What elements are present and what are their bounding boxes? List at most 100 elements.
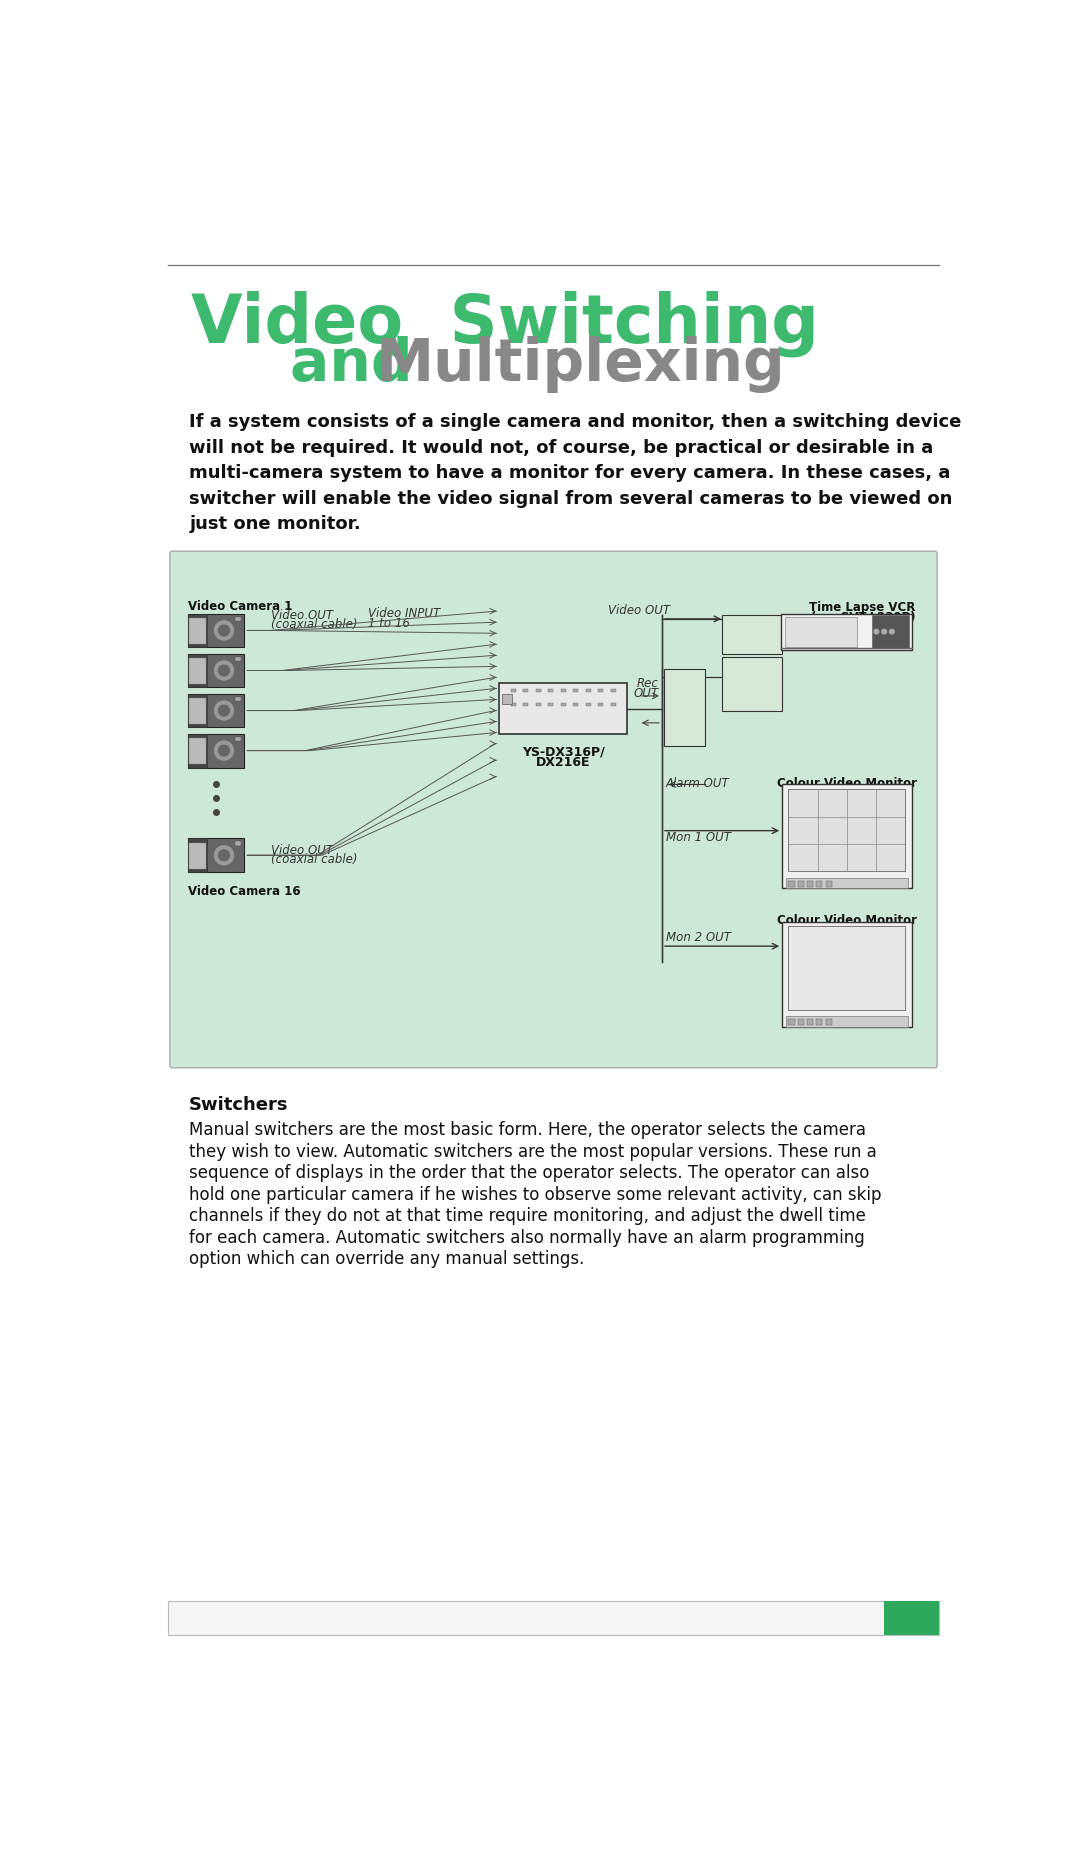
Bar [663,669,704,747]
Circle shape [218,745,229,756]
Bar [573,702,578,706]
Text: (ex. SSM-20N5E): (ex. SSM-20N5E) [792,788,902,800]
Text: they wish to view. Automatic switchers are the most popular versions. These run : they wish to view. Automatic switchers a… [189,1143,877,1160]
Text: For more information contact the Sony Business Information Centre: 01932 816340: For more information contact the Sony Bu… [260,1612,818,1625]
Bar [524,689,528,691]
FancyBboxPatch shape [170,550,937,1067]
Circle shape [215,700,233,721]
Text: (coaxial cable): (coaxial cable) [271,852,357,865]
Text: Alarm IN: Alarm IN [732,682,780,691]
Text: Time Lapse VCR: Time Lapse VCR [809,600,916,613]
Text: 23: 23 [899,1608,924,1627]
Bar [188,654,207,687]
Bar [524,702,528,706]
Bar [511,702,515,706]
Bar [585,689,591,691]
Text: Manual switchers are the most basic form. Here, the operator selects the camera: Manual switchers are the most basic form… [189,1121,866,1140]
Bar [235,737,241,741]
Bar [816,880,823,888]
Bar [536,689,540,691]
Bar [188,693,243,728]
Text: Video IN: Video IN [729,634,775,645]
Circle shape [218,706,229,715]
Bar [785,617,856,647]
Bar [798,880,804,888]
Bar [816,1019,823,1025]
Bar [499,682,627,734]
Bar [188,693,207,728]
Text: Video Camera 1: Video Camera 1 [188,600,292,613]
Text: Mon 1 OUT: Mon 1 OUT [666,830,731,843]
Text: 1 to 16: 1 to 16 [367,617,409,630]
Text: Colour Video Monitor: Colour Video Monitor [777,914,917,926]
Bar [786,878,907,888]
Bar [798,1019,804,1025]
Bar [723,615,782,654]
Circle shape [218,851,229,862]
Bar [598,702,603,706]
Circle shape [874,630,879,634]
Bar [611,702,616,706]
Text: Rec: Rec [636,676,658,689]
Bar [536,702,540,706]
Bar [788,789,905,871]
Text: switcher will enable the video signal from several cameras to be viewed on: switcher will enable the video signal fr… [189,489,953,508]
Bar [585,702,591,706]
Text: (coaxial cable): (coaxial cable) [271,619,357,632]
Bar [549,689,553,691]
Bar [611,689,616,691]
Bar [188,613,207,647]
Text: IN: IN [678,697,690,706]
Text: Mon 2 OUT: Mon 2 OUT [666,930,731,943]
Bar [781,613,912,650]
Circle shape [215,621,233,639]
Text: Colour Video Monitor: Colour Video Monitor [777,776,917,789]
Text: If a system consists of a single camera and monitor, then a switching device: If a system consists of a single camera … [189,413,961,432]
Bar [788,926,905,1010]
Bar [188,734,243,767]
Bar [501,693,512,704]
Bar [189,658,206,684]
Bar [189,699,206,725]
Bar [807,880,813,888]
Bar [788,880,795,888]
Circle shape [218,665,229,676]
Circle shape [215,741,233,760]
Bar [786,1015,907,1027]
Bar [782,921,912,1027]
Bar [188,654,243,687]
Text: Video OUT: Video OUT [271,610,333,623]
Circle shape [218,624,229,636]
Bar [235,617,241,621]
Text: PB: PB [677,684,691,695]
Bar [167,1601,940,1636]
Text: (ex. SSM-20N5E): (ex. SSM-20N5E) [792,925,902,938]
Text: Video  Switching: Video Switching [191,291,819,356]
Bar [561,689,566,691]
Bar [549,702,553,706]
Text: SW OUT: SW OUT [730,671,775,682]
Text: Alarm OUT: Alarm OUT [666,776,729,789]
Text: Video INPUT: Video INPUT [367,608,440,621]
Text: option which can override any manual settings.: option which can override any manual set… [189,1251,584,1267]
Text: OUT: OUT [633,687,658,700]
Bar [573,689,578,691]
Text: Video OUT: Video OUT [271,843,333,856]
Text: for each camera. Automatic switchers also normally have an alarm programming: for each camera. Automatic switchers als… [189,1229,865,1247]
Bar [235,841,241,847]
Text: Video Camera 16: Video Camera 16 [188,884,300,897]
Circle shape [882,630,887,634]
Text: channels if they do not at that time require monitoring, and adjust the dwell ti: channels if they do not at that time req… [189,1206,866,1225]
Text: just one monitor.: just one monitor. [189,515,361,534]
Bar [189,619,206,645]
Text: hold one particular camera if he wishes to observe some relevant activity, can s: hold one particular camera if he wishes … [189,1186,881,1204]
Bar [189,843,206,869]
Bar [723,658,782,712]
Bar [188,838,243,873]
Text: DX216E: DX216E [536,756,591,769]
Text: multi-camera system to have a monitor for every camera. In these cases, a: multi-camera system to have a monitor fo… [189,463,950,482]
Circle shape [215,845,233,865]
Text: Multiplexing: Multiplexing [375,337,785,393]
Bar [561,702,566,706]
Circle shape [215,662,233,680]
